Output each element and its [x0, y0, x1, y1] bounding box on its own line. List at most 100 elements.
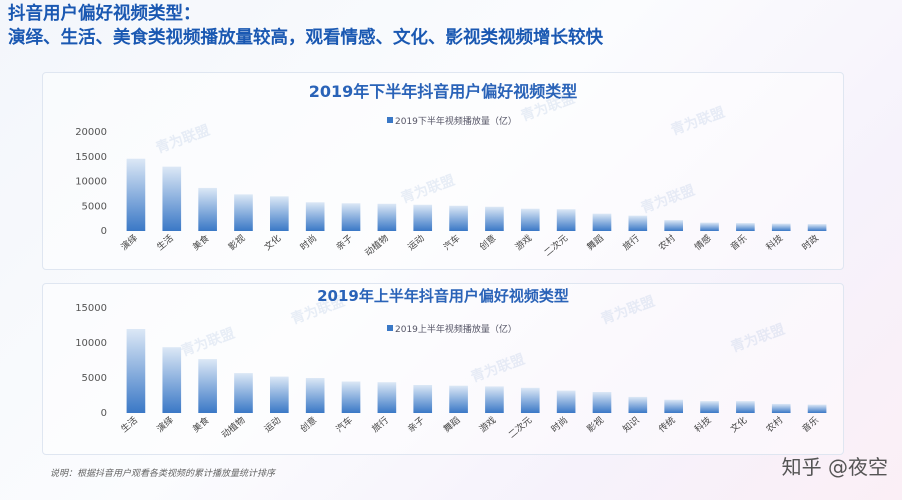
watermark-text: 青为联盟	[469, 351, 527, 386]
x-tick-label: 旅行	[620, 232, 642, 253]
x-tick-label: 旅行	[369, 414, 391, 435]
bar	[664, 220, 683, 231]
y-tick-label: 5000	[82, 373, 107, 384]
bar	[664, 399, 683, 413]
x-tick-label: 二次元	[542, 232, 570, 259]
chart-title: 2019年下半年抖音用户偏好视频类型	[309, 82, 578, 101]
watermark-text: 青为联盟	[669, 104, 727, 139]
y-tick-label: 10000	[75, 338, 107, 349]
x-tick-label: 汽车	[333, 414, 355, 435]
watermark-text: 青为联盟	[154, 122, 212, 157]
watermark-text: 青为联盟	[399, 172, 457, 207]
bar	[198, 359, 217, 413]
bar	[700, 401, 719, 413]
bar	[162, 166, 182, 231]
bar	[341, 381, 361, 413]
footnote: 说明：根据抖音用户观看各类视频的累计播放量统计排序	[50, 469, 276, 479]
chart-panel-h1: 青为联盟 青为联盟 青为联盟 青为联盟 青为联盟 2019年上半年抖音用户偏好视频类型 20…	[42, 283, 844, 455]
x-tick-label: 传统	[656, 414, 678, 435]
x-tick-label: 运动	[406, 233, 427, 253]
y-tick-label: 15000	[75, 152, 107, 163]
x-tick-label: 时尚	[298, 232, 320, 253]
bar	[198, 187, 217, 231]
watermark-text: 青为联盟	[599, 293, 657, 328]
bar	[377, 382, 397, 413]
y-tick-label: 10000	[75, 177, 107, 188]
bar	[449, 385, 468, 413]
bar	[700, 222, 719, 231]
bar	[341, 203, 361, 231]
bar	[736, 401, 755, 413]
y-tick-label: 5000	[82, 201, 107, 212]
x-tick-label: 知识	[620, 414, 642, 435]
x-tick-label: 音乐	[728, 232, 750, 253]
legend-swatch	[387, 325, 393, 331]
watermark-text: 青为联盟	[639, 182, 697, 217]
x-tick-label: 时尚	[549, 414, 571, 435]
bar	[807, 224, 827, 231]
x-tick-label: 文化	[262, 232, 284, 253]
x-tick-label: 科技	[764, 232, 786, 253]
x-tick-label: 情感	[692, 232, 714, 253]
x-tick-label: 农村	[656, 232, 678, 253]
bar	[736, 223, 755, 231]
chart-panel-h2: 青为联盟 青为联盟 青为联盟 青为联盟 青为联盟 2019年下半年抖音用户偏好视频类型 20…	[42, 72, 844, 270]
bar	[305, 202, 325, 231]
y-tick-label: 0	[101, 226, 107, 237]
x-tick-label: 生活	[154, 232, 176, 253]
x-tick-label: 文化	[728, 414, 750, 435]
bar	[485, 386, 504, 413]
x-tick-label: 汽车	[441, 232, 463, 253]
bar	[520, 387, 540, 413]
bar	[556, 209, 576, 231]
bar	[556, 390, 576, 413]
bar	[126, 329, 146, 413]
watermark-text: 青为联盟	[729, 321, 787, 356]
bar	[485, 206, 504, 231]
bar	[771, 223, 791, 231]
bar	[628, 396, 648, 413]
bar	[126, 158, 146, 231]
x-tick-label: 游戏	[477, 414, 499, 435]
bar	[377, 203, 397, 231]
bar	[413, 385, 433, 413]
x-tick-label: 农村	[764, 414, 786, 435]
x-tick-label: 演绎	[118, 232, 140, 253]
x-tick-label: 美食	[190, 232, 212, 253]
bar	[162, 347, 182, 413]
bar	[520, 208, 540, 231]
bar	[592, 392, 612, 413]
bar	[305, 378, 325, 413]
x-tick-label: 舞蹈	[442, 415, 463, 435]
x-tick-label: 亲子	[405, 414, 427, 435]
x-tick-label: 影视	[584, 414, 606, 435]
bar	[449, 205, 468, 231]
x-tick-label: 创意	[298, 414, 320, 435]
x-tick-label: 演绎	[154, 414, 176, 435]
x-tick-label: 舞蹈	[585, 233, 606, 253]
bar	[807, 404, 827, 413]
x-tick-label: 游戏	[513, 232, 535, 253]
x-tick-label: 影视	[226, 232, 248, 253]
brand-watermark: 知乎 @夜空	[781, 455, 888, 479]
y-tick-label: 0	[101, 408, 107, 419]
legend-swatch	[387, 117, 393, 123]
x-tick-label: 创意	[477, 232, 499, 253]
y-tick-label: 20000	[75, 127, 107, 138]
x-tick-label: 生活	[118, 414, 140, 435]
x-tick-label: 科技	[692, 414, 714, 435]
bar	[234, 373, 253, 413]
bar	[628, 215, 648, 231]
x-tick-label: 运动	[262, 415, 283, 435]
watermark-text: 青为联盟	[179, 325, 237, 360]
x-tick-label: 美食	[190, 414, 212, 435]
x-tick-label: 二次元	[506, 414, 534, 441]
headline-line-2: 演绎、生活、美食类视频播放量较高，观看情感、文化、影视类视频增长较快	[8, 28, 603, 48]
bar	[413, 204, 433, 231]
x-tick-label: 时政	[799, 232, 821, 253]
y-tick-label: 15000	[75, 303, 107, 314]
bar	[771, 403, 791, 413]
bar	[270, 196, 289, 231]
